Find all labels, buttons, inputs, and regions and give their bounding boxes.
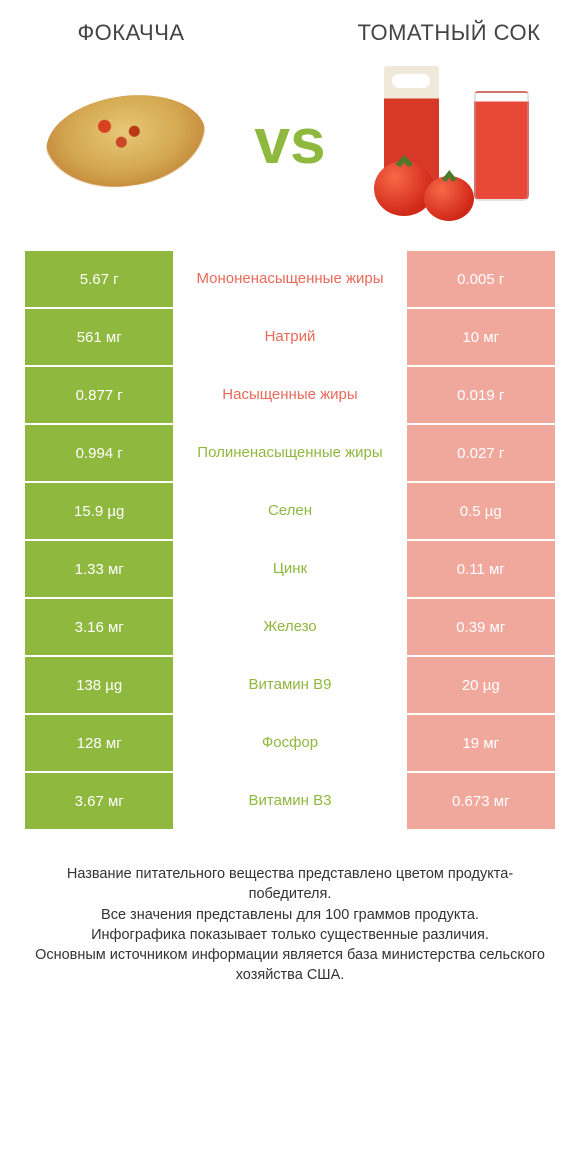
- footer-line: Все значения представлены для 100 граммо…: [35, 905, 545, 925]
- nutrient-label: Насыщенные жиры: [173, 367, 406, 423]
- table-row: 0.994 гПолиненасыщенные жиры0.027 г: [25, 425, 555, 481]
- nutrient-label: Витамин B9: [173, 657, 406, 713]
- product-right-title: ТОМАТНЫЙ СОК: [343, 20, 555, 46]
- footer-line: Название питательного вещества представл…: [35, 864, 545, 905]
- table-row: 1.33 мгЦинк0.11 мг: [25, 541, 555, 597]
- table-row: 5.67 гМононенасыщенные жиры0.005 г: [25, 251, 555, 307]
- right-value: 10 мг: [407, 309, 555, 365]
- right-value: 0.5 µg: [407, 483, 555, 539]
- juice-glass-icon: [474, 91, 529, 201]
- left-value: 0.877 г: [25, 367, 173, 423]
- right-value: 0.019 г: [407, 367, 555, 423]
- infographic-container: ФОКАЧЧА ТОМАТНЫЙ СОК vs 5.67 гМононенасы…: [0, 0, 580, 1006]
- product-left-image: [25, 66, 226, 216]
- left-value: 561 мг: [25, 309, 173, 365]
- nutrient-label: Полиненасыщенные жиры: [173, 425, 406, 481]
- nutrient-label: Натрий: [173, 309, 406, 365]
- right-value: 0.39 мг: [407, 599, 555, 655]
- images-row: vs: [25, 56, 555, 226]
- footer-text: Название питательного вещества представл…: [25, 864, 555, 986]
- right-value: 19 мг: [407, 715, 555, 771]
- table-row: 128 мгФосфор19 мг: [25, 715, 555, 771]
- left-value: 0.994 г: [25, 425, 173, 481]
- right-value: 0.005 г: [407, 251, 555, 307]
- table-row: 3.67 мгВитамин B30.673 мг: [25, 773, 555, 829]
- header-row: ФОКАЧЧА ТОМАТНЫЙ СОК: [25, 20, 555, 46]
- table-row: 138 µgВитамин B920 µg: [25, 657, 555, 713]
- nutrient-label: Витамин B3: [173, 773, 406, 829]
- nutrient-label: Цинк: [173, 541, 406, 597]
- left-value: 3.16 мг: [25, 599, 173, 655]
- table-row: 561 мгНатрий10 мг: [25, 309, 555, 365]
- nutrient-label: Фосфор: [173, 715, 406, 771]
- footer-line: Инфографика показывает только существенн…: [35, 925, 545, 945]
- left-value: 5.67 г: [25, 251, 173, 307]
- left-value: 15.9 µg: [25, 483, 173, 539]
- table-row: 3.16 мгЖелезо0.39 мг: [25, 599, 555, 655]
- table-row: 0.877 гНасыщенные жиры0.019 г: [25, 367, 555, 423]
- left-value: 3.67 мг: [25, 773, 173, 829]
- left-value: 128 мг: [25, 715, 173, 771]
- footer-line: Основным источником информации является …: [35, 945, 545, 986]
- left-value: 138 µg: [25, 657, 173, 713]
- vs-label: vs: [254, 104, 325, 178]
- table-row: 15.9 µgСелен0.5 µg: [25, 483, 555, 539]
- nutrient-label: Мононенасыщенные жиры: [173, 251, 406, 307]
- right-value: 0.11 мг: [407, 541, 555, 597]
- tomato-juice-illustration: [369, 61, 539, 221]
- nutrient-table: 5.67 гМононенасыщенные жиры0.005 г561 мг…: [25, 251, 555, 829]
- focaccia-illustration: [40, 85, 211, 196]
- right-value: 20 µg: [407, 657, 555, 713]
- right-value: 0.027 г: [407, 425, 555, 481]
- product-right-image: [354, 66, 555, 216]
- nutrient-label: Селен: [173, 483, 406, 539]
- tomato-icon: [424, 176, 474, 221]
- right-value: 0.673 мг: [407, 773, 555, 829]
- nutrient-label: Железо: [173, 599, 406, 655]
- product-left-title: ФОКАЧЧА: [25, 20, 237, 46]
- left-value: 1.33 мг: [25, 541, 173, 597]
